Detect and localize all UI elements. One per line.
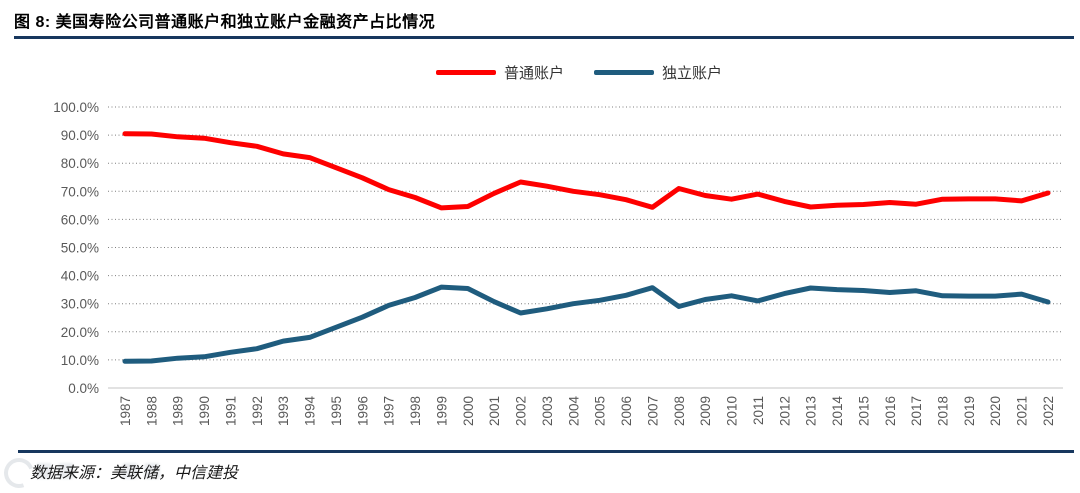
svg-text:2020: 2020 — [988, 396, 1003, 426]
legend-swatch-separate-account — [594, 70, 655, 75]
svg-text:40.0%: 40.0% — [61, 269, 99, 284]
svg-text:2013: 2013 — [804, 396, 819, 426]
series-line-separate-account — [122, 284, 1051, 364]
svg-text:1994: 1994 — [303, 396, 318, 427]
svg-text:70.0%: 70.0% — [61, 184, 99, 199]
svg-text:2017: 2017 — [909, 396, 924, 426]
svg-text:2016: 2016 — [883, 396, 898, 426]
svg-text:2002: 2002 — [514, 396, 529, 426]
svg-text:1996: 1996 — [355, 396, 370, 426]
svg-text:1997: 1997 — [382, 396, 397, 426]
svg-text:20.0%: 20.0% — [61, 325, 99, 340]
svg-text:2008: 2008 — [672, 396, 687, 426]
footer-divider — [18, 450, 1074, 453]
svg-text:1987: 1987 — [118, 396, 133, 426]
svg-text:2006: 2006 — [619, 396, 634, 426]
svg-text:2019: 2019 — [962, 396, 977, 426]
svg-text:2007: 2007 — [645, 396, 660, 426]
svg-text:2009: 2009 — [698, 396, 713, 426]
svg-text:1990: 1990 — [197, 396, 212, 426]
gridlines — [108, 106, 1063, 389]
svg-text:2004: 2004 — [566, 396, 581, 427]
legend-label-general-account: 普通账户 — [504, 65, 565, 82]
svg-text:90.0%: 90.0% — [61, 128, 99, 143]
svg-text:1992: 1992 — [250, 396, 265, 426]
svg-text:80.0%: 80.0% — [61, 156, 99, 171]
legend-swatch-general-account — [436, 70, 496, 75]
svg-text:10.0%: 10.0% — [61, 353, 99, 368]
title-divider — [14, 36, 1074, 39]
svg-text:2001: 2001 — [487, 396, 502, 426]
svg-text:0.0%: 0.0% — [68, 381, 99, 396]
svg-text:1989: 1989 — [171, 396, 186, 426]
svg-text:2021: 2021 — [1015, 396, 1030, 426]
svg-text:2010: 2010 — [725, 396, 740, 426]
svg-text:1988: 1988 — [144, 396, 159, 426]
svg-text:60.0%: 60.0% — [61, 212, 99, 227]
legend-label-separate-account: 独立账户 — [662, 65, 723, 82]
line-chart: 0.0% 10.0% 20.0% 30.0% 40.0% 50.0% 60.0% 70.0% 8… — [53, 100, 1063, 427]
svg-text:2003: 2003 — [540, 396, 555, 426]
legend-item-separate-account: 独立账户 — [594, 62, 722, 83]
svg-text:100.0%: 100.0% — [53, 100, 99, 115]
svg-text:2018: 2018 — [936, 396, 951, 426]
x-axis-tick-labels: 1987 1988 1989 1990 1991 1992 1993 1994 1995 1996… — [118, 396, 1056, 427]
svg-text:2022: 2022 — [1041, 396, 1056, 426]
svg-text:2014: 2014 — [830, 396, 845, 427]
chart-legend: 普通账户 独立账户 — [436, 62, 722, 83]
svg-text:30.0%: 30.0% — [61, 297, 99, 312]
series-line-general-account — [122, 131, 1051, 211]
svg-text:2012: 2012 — [777, 396, 792, 426]
svg-text:2011: 2011 — [751, 396, 766, 425]
svg-text:1999: 1999 — [434, 396, 449, 426]
svg-text:2015: 2015 — [856, 396, 871, 426]
svg-text:1991: 1991 — [223, 396, 238, 426]
svg-text:1995: 1995 — [329, 396, 344, 426]
svg-text:50.0%: 50.0% — [61, 241, 99, 256]
legend-item-general-account: 普通账户 — [436, 62, 564, 83]
svg-text:2000: 2000 — [461, 396, 476, 426]
figure-title: 图 8: 美国寿险公司普通账户和独立账户金融资产占比情况 — [14, 14, 436, 31]
y-axis-tick-labels: 0.0% 10.0% 20.0% 30.0% 40.0% 50.0% 60.0% 70.0% 8… — [53, 100, 99, 396]
svg-text:2005: 2005 — [593, 396, 608, 426]
svg-text:1998: 1998 — [408, 396, 423, 426]
svg-text:1993: 1993 — [276, 396, 291, 426]
data-source-note: 数据来源：美联储，中信建投 — [30, 465, 239, 482]
